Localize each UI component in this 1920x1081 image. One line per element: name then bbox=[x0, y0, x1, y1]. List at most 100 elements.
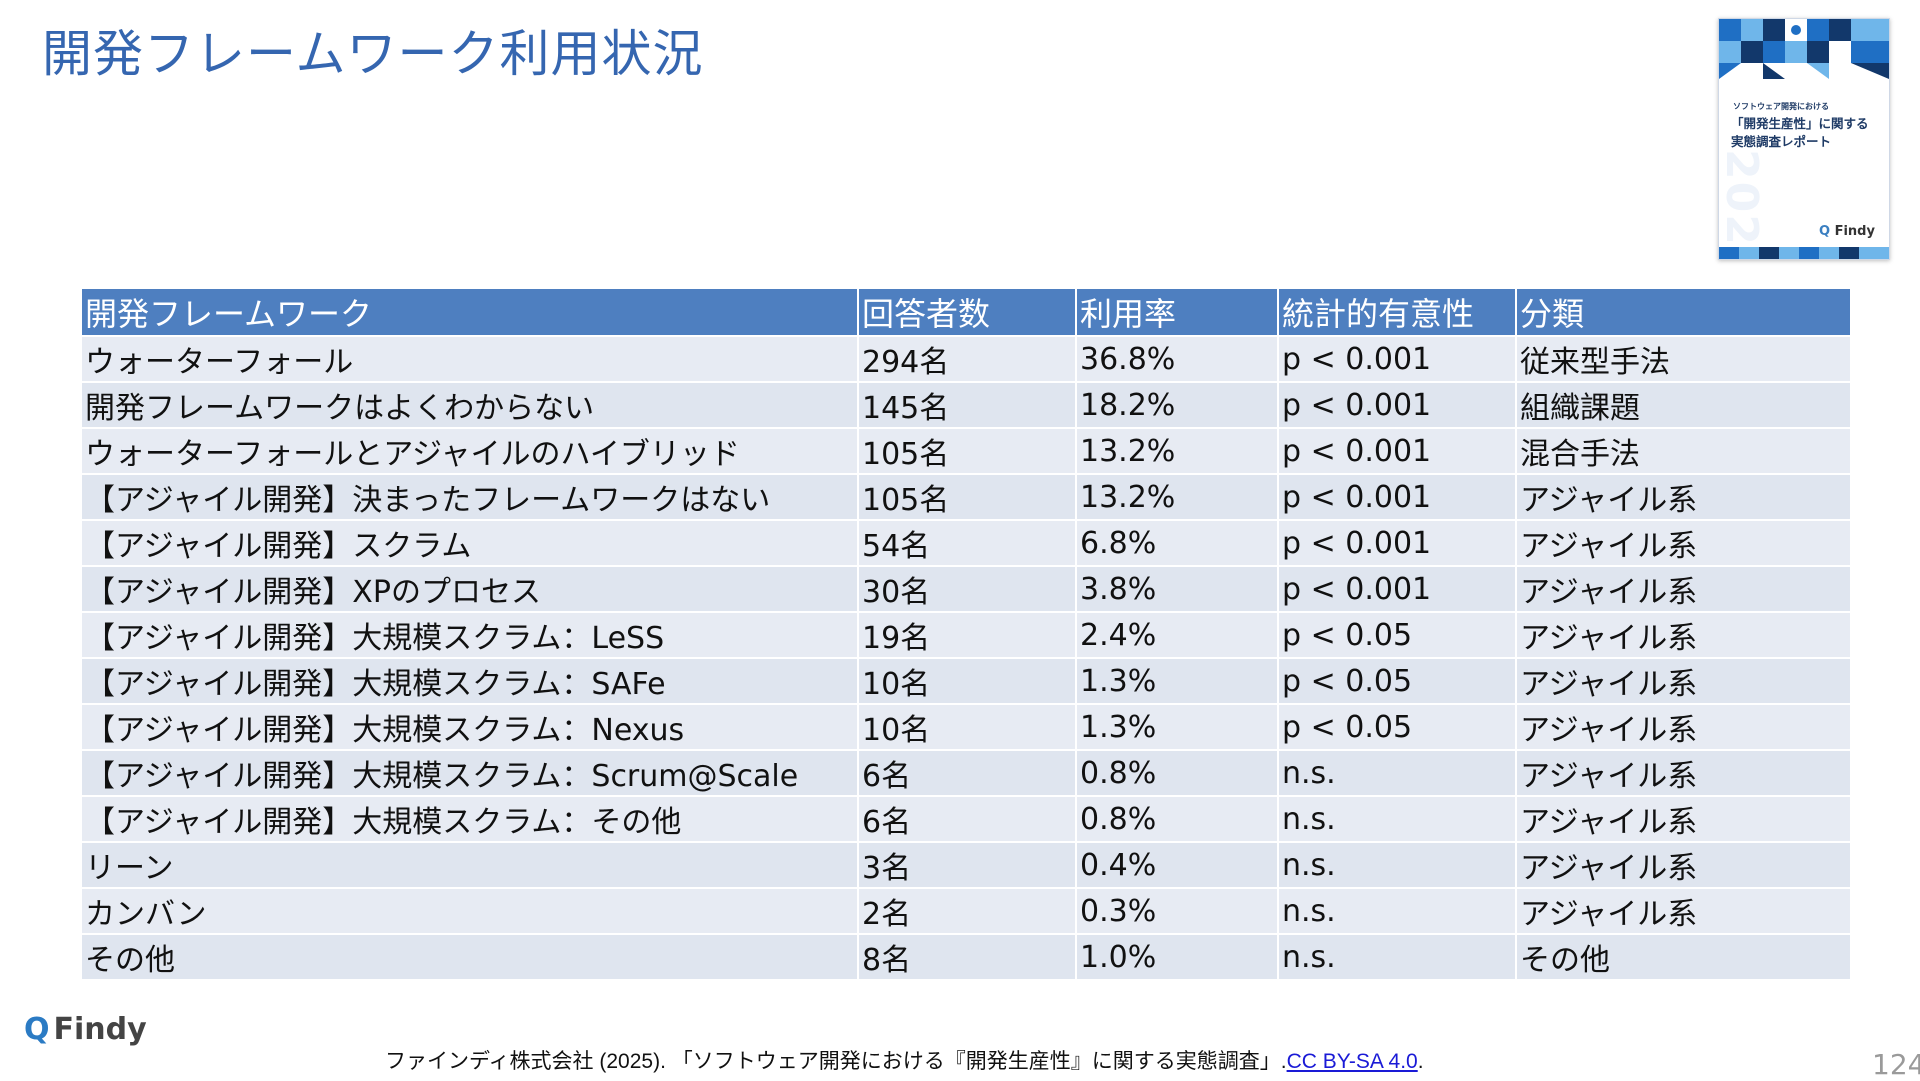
cell-category: その他 bbox=[1515, 933, 1852, 981]
findy-q-icon: Q bbox=[24, 1012, 50, 1047]
cell-significance: p < 0.001 bbox=[1277, 519, 1517, 567]
table-row: 【アジャイル開発】大規模スクラム：LeSS 19名 2.4% p < 0.05 アジャイ… bbox=[80, 611, 1852, 659]
cell-framework: その他 bbox=[80, 933, 859, 981]
table-row: その他 8名 1.0% n.s. その他 bbox=[80, 933, 1852, 981]
cell-significance: n.s. bbox=[1277, 887, 1517, 935]
findy-logo-text: Findy bbox=[53, 1012, 147, 1047]
cell-category: アジャイル系 bbox=[1515, 473, 1852, 521]
cell-framework: 【アジャイル開発】大規模スクラム：Nexus bbox=[80, 703, 859, 751]
cell-respondents: 145名 bbox=[857, 381, 1077, 429]
cell-respondents: 30名 bbox=[857, 565, 1077, 613]
cell-usage-rate: 1.3% bbox=[1075, 657, 1279, 705]
table-row: 【アジャイル開発】大規模スクラム：Scrum@Scale 6名 0.8% n.s. アジ… bbox=[80, 749, 1852, 797]
cell-significance: p < 0.001 bbox=[1277, 565, 1517, 613]
cell-category: 組織課題 bbox=[1515, 381, 1852, 429]
cell-significance: p < 0.001 bbox=[1277, 473, 1517, 521]
cell-usage-rate: 0.4% bbox=[1075, 841, 1279, 889]
table-row: 【アジャイル開発】決まったフレームワークはない 105名 13.2% p < 0.00… bbox=[80, 473, 1852, 521]
cell-framework: ウォーターフォールとアジャイルのハイブリッド bbox=[80, 427, 859, 475]
column-header-category: 分類 bbox=[1515, 287, 1852, 337]
findy-q-icon: Q bbox=[1819, 224, 1831, 239]
cell-usage-rate: 1.0% bbox=[1075, 933, 1279, 981]
table-row: 【アジャイル開発】スクラム 54名 6.8% p < 0.001 アジャイル系 bbox=[80, 519, 1852, 567]
table-header-row: 開発フレームワーク 回答者数 利用率 統計的有意性 分類 bbox=[80, 287, 1852, 337]
cell-usage-rate: 3.8% bbox=[1075, 565, 1279, 613]
cell-significance: p < 0.05 bbox=[1277, 703, 1517, 751]
cell-usage-rate: 13.2% bbox=[1075, 427, 1279, 475]
cell-respondents: 105名 bbox=[857, 473, 1077, 521]
cell-framework: リーン bbox=[80, 841, 859, 889]
license-link[interactable]: CC BY-SA 4.0 bbox=[1286, 1050, 1418, 1073]
cover-year: 2025 bbox=[1718, 149, 1767, 260]
citation-end: . bbox=[1417, 1050, 1424, 1073]
cover-title: 「開発生産性」に関する 実態調査レポート bbox=[1731, 115, 1881, 151]
cell-usage-rate: 36.8% bbox=[1075, 335, 1279, 383]
cell-respondents: 10名 bbox=[857, 703, 1077, 751]
table-row: 【アジャイル開発】大規模スクラム：その他 6名 0.8% n.s. アジャイル系 bbox=[80, 795, 1852, 843]
table-row: 【アジャイル開発】大規模スクラム：Nexus 10名 1.3% p < 0.05 アジャ… bbox=[80, 703, 1852, 751]
column-header-usage-rate: 利用率 bbox=[1075, 287, 1279, 337]
cell-category: アジャイル系 bbox=[1515, 657, 1852, 705]
framework-usage-table: 開発フレームワーク 回答者数 利用率 統計的有意性 分類 ウォーターフォール 29… bbox=[80, 287, 1852, 981]
cell-usage-rate: 1.3% bbox=[1075, 703, 1279, 751]
table-row: ウォーターフォール 294名 36.8% p < 0.001 従来型手法 bbox=[80, 335, 1852, 383]
cover-subtitle: ソフトウェア開発における bbox=[1733, 102, 1829, 111]
cell-category: アジャイル系 bbox=[1515, 749, 1852, 797]
cell-respondents: 10名 bbox=[857, 657, 1077, 705]
cell-respondents: 6名 bbox=[857, 749, 1077, 797]
cell-respondents: 8名 bbox=[857, 933, 1077, 981]
cell-significance: p < 0.001 bbox=[1277, 381, 1517, 429]
table-row: 開発フレームワークはよくわからない 145名 18.2% p < 0.001 組織課題 bbox=[80, 381, 1852, 429]
table-row: リーン 3名 0.4% n.s. アジャイル系 bbox=[80, 841, 1852, 889]
cover-pattern-graphic bbox=[1719, 19, 1889, 79]
cell-respondents: 54名 bbox=[857, 519, 1077, 567]
cell-significance: p < 0.001 bbox=[1277, 427, 1517, 475]
cell-significance: p < 0.05 bbox=[1277, 611, 1517, 659]
cell-significance: n.s. bbox=[1277, 933, 1517, 981]
cell-usage-rate: 13.2% bbox=[1075, 473, 1279, 521]
cell-significance: n.s. bbox=[1277, 749, 1517, 797]
cell-category: アジャイル系 bbox=[1515, 565, 1852, 613]
table-row: ウォーターフォールとアジャイルのハイブリッド 105名 13.2% p < 0.001… bbox=[80, 427, 1852, 475]
cell-usage-rate: 0.8% bbox=[1075, 749, 1279, 797]
cell-framework: 【アジャイル開発】XPのプロセス bbox=[80, 565, 859, 613]
cell-category: アジャイル系 bbox=[1515, 841, 1852, 889]
cell-framework: 【アジャイル開発】大規模スクラム：Scrum@Scale bbox=[80, 749, 859, 797]
cell-category: アジャイル系 bbox=[1515, 519, 1852, 567]
cell-respondents: 2名 bbox=[857, 887, 1077, 935]
slide-title: 開発フレームワーク利用状況 bbox=[42, 25, 704, 83]
cell-framework: 【アジャイル開発】大規模スクラム：LeSS bbox=[80, 611, 859, 659]
cell-usage-rate: 0.3% bbox=[1075, 887, 1279, 935]
table-row: カンバン 2名 0.3% n.s. アジャイル系 bbox=[80, 887, 1852, 935]
cell-significance: p < 0.001 bbox=[1277, 335, 1517, 383]
cell-category: 混合手法 bbox=[1515, 427, 1852, 475]
cell-framework: 【アジャイル開発】大規模スクラム：SAFe bbox=[80, 657, 859, 705]
table-row: 【アジャイル開発】XPのプロセス 30名 3.8% p < 0.001 アジャイル系 bbox=[80, 565, 1852, 613]
cell-category: アジャイル系 bbox=[1515, 611, 1852, 659]
cell-respondents: 19名 bbox=[857, 611, 1077, 659]
cell-category: 従来型手法 bbox=[1515, 335, 1852, 383]
cell-framework: 【アジャイル開発】スクラム bbox=[80, 519, 859, 567]
column-header-framework: 開発フレームワーク bbox=[80, 287, 859, 337]
cell-respondents: 3名 bbox=[857, 841, 1077, 889]
cell-respondents: 294名 bbox=[857, 335, 1077, 383]
table-body: ウォーターフォール 294名 36.8% p < 0.001 従来型手法 開発フレームワー… bbox=[80, 335, 1852, 981]
cover-logo-text: Findy bbox=[1834, 224, 1875, 239]
cell-usage-rate: 18.2% bbox=[1075, 381, 1279, 429]
cell-framework: カンバン bbox=[80, 887, 859, 935]
table-row: 【アジャイル開発】大規模スクラム：SAFe 10名 1.3% p < 0.05 アジャイ… bbox=[80, 657, 1852, 705]
cell-usage-rate: 6.8% bbox=[1075, 519, 1279, 567]
citation: ファインディ株式会社 (2025). 「ソフトウェア開発における『開発生産性』に… bbox=[385, 1045, 1424, 1075]
cell-category: アジャイル系 bbox=[1515, 795, 1852, 843]
cover-bottom-stripe bbox=[1719, 247, 1889, 259]
column-header-respondents: 回答者数 bbox=[857, 287, 1077, 337]
column-header-significance: 統計的有意性 bbox=[1277, 287, 1517, 337]
citation-text: ファインディ株式会社 (2025). 「ソフトウェア開発における『開発生産性』に… bbox=[385, 1050, 1287, 1073]
page-number: 124 bbox=[1872, 1048, 1920, 1081]
cell-category: アジャイル系 bbox=[1515, 887, 1852, 935]
cell-framework: 【アジャイル開発】決まったフレームワークはない bbox=[80, 473, 859, 521]
cover-logo: Q Findy bbox=[1819, 224, 1875, 239]
cell-significance: n.s. bbox=[1277, 841, 1517, 889]
cell-usage-rate: 2.4% bbox=[1075, 611, 1279, 659]
findy-logo: Q Findy bbox=[24, 1012, 147, 1047]
